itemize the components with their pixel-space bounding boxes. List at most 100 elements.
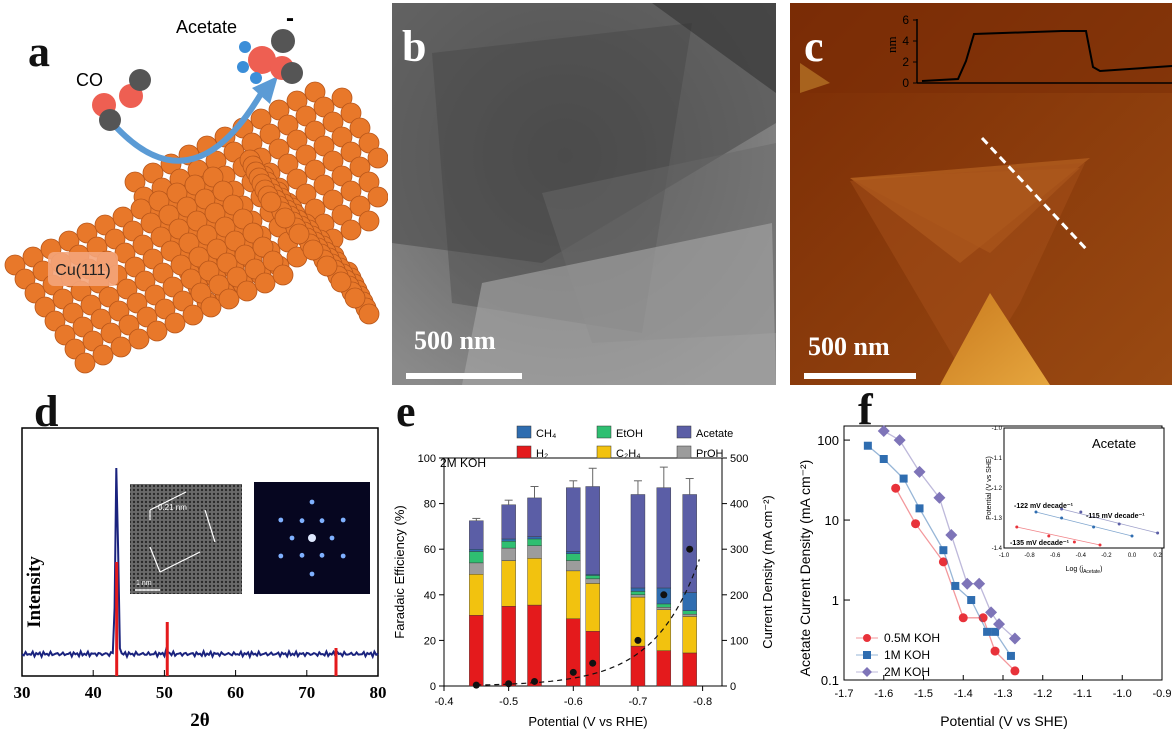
x-tick-label: -1.5 <box>914 688 933 700</box>
x-tick-label: -0.6 <box>564 696 583 708</box>
cu-atom <box>272 264 294 286</box>
x-tick-label: -0.8 <box>693 696 712 708</box>
inset-point <box>1117 522 1121 526</box>
point-1m-koh <box>915 504 924 513</box>
x-tick-label: 40 <box>85 683 102 702</box>
bar-etoh <box>566 553 581 561</box>
x-tick-label: 50 <box>156 683 173 702</box>
inset-point <box>1092 525 1096 529</box>
tafel-inset: Acetate -1.0 -0.8 -0.6 -0.4 -0.2 0.0 0.2-1.0-1… <box>986 426 1165 575</box>
f-ylabel: Acetate Current Density (mA cm⁻²) <box>797 460 813 677</box>
y2-tick-label: 300 <box>730 544 748 556</box>
cu-atom <box>340 219 362 241</box>
inset-tick-label: 6 <box>902 13 909 27</box>
bar-h2 <box>682 652 697 687</box>
point-1m-koh <box>991 627 1000 636</box>
legend-swatch <box>676 445 692 459</box>
bar-etoh <box>682 610 697 615</box>
legend-label: Acetate <box>696 428 733 440</box>
panel-e: e -0.4 -0.5 -0.6 -0.7 -0.8 0 20 40 60 80 100 0 100 20… <box>392 387 784 731</box>
point-2m-koh <box>945 529 958 542</box>
inset-fit <box>1035 511 1133 537</box>
y-tick-label: 80 <box>424 499 436 511</box>
carbon-atom <box>281 62 303 84</box>
cu-atom <box>164 312 186 334</box>
inset-point <box>1034 510 1038 514</box>
point-1m-koh <box>863 441 872 450</box>
inset-point <box>1047 534 1051 538</box>
legend-label: 2M KOH <box>884 665 930 679</box>
y2-tick-label: 0 <box>730 681 736 693</box>
bar-etoh <box>527 538 542 546</box>
height-profile-inset: 0 2 4 6 nm <box>884 13 1172 90</box>
cu-atom <box>110 336 132 358</box>
bar-acetate <box>501 504 516 540</box>
bar-proh <box>656 607 672 610</box>
bar-etoh <box>656 603 672 608</box>
diffraction-spot <box>278 517 284 523</box>
inset-y-tick: -1.4 <box>992 546 1003 552</box>
tem-image: 500 nm b <box>392 3 776 385</box>
y-tick-label: 10 <box>825 513 839 528</box>
current-density-point <box>569 668 577 676</box>
inset-point <box>1079 510 1083 514</box>
scale-bar <box>804 373 916 379</box>
legend-swatch <box>596 445 612 459</box>
y-tick-label: 1 <box>832 593 839 608</box>
bar-c2h4 <box>682 616 697 654</box>
panel-a: Cu(111) CO Acetate - a <box>0 0 389 390</box>
legend-label: EtOH <box>616 428 643 440</box>
current-density-point <box>589 659 597 667</box>
diffraction-spot <box>329 535 335 541</box>
inset-xlabel: Log (jAcetate) <box>1066 566 1103 575</box>
point-05m-koh <box>911 519 921 529</box>
bar-ch4 <box>527 536 542 540</box>
bar-proh <box>682 613 697 617</box>
y2-tick-label: 500 <box>730 453 748 465</box>
inset-point <box>1156 531 1160 535</box>
bar-ch4 <box>469 548 484 552</box>
lattice-spacing: 0.21 nm <box>158 503 187 512</box>
cu-atom <box>344 287 366 309</box>
legend-label: C₂H₄ <box>616 448 641 460</box>
bar-c2h4 <box>656 609 672 651</box>
inset-ylabel: nm <box>884 36 899 53</box>
surface-label-box <box>48 252 118 286</box>
bar-ch4 <box>630 587 646 592</box>
x-tick-label: 60 <box>227 683 244 702</box>
x-tick-label: 80 <box>370 683 387 702</box>
tafel-chart: -1.7 -1.6 -1.5 -1.4 -1.3 -1.2 -1.1 -1.0 -0.9 0.1 1… <box>797 424 1171 729</box>
x-tick-label: -1.6 <box>874 688 893 700</box>
inset-title: Acetate <box>1092 436 1136 451</box>
diffraction-spot <box>340 517 346 523</box>
inset-tick-label: 2 <box>902 55 909 69</box>
d-ylabel: Intensity <box>24 556 45 628</box>
point-05m-koh <box>938 557 948 567</box>
point-2m-koh <box>933 491 946 504</box>
point-2m-koh <box>913 465 926 478</box>
diffraction-spot <box>309 499 315 505</box>
cu-atom <box>330 271 352 293</box>
inset-y-tick: -1.0 <box>992 426 1003 432</box>
legend-label: 0.5M KOH <box>884 631 940 645</box>
f-xlabel: Potential (V vs SHE) <box>940 713 1068 729</box>
y-tick-label: 0.1 <box>821 673 839 688</box>
panel-label-d: d <box>34 387 59 436</box>
bar-ch4 <box>682 592 697 611</box>
y2-tick-label: 200 <box>730 590 748 602</box>
cu-atom <box>302 239 324 261</box>
cu-atom <box>367 147 389 169</box>
bar-c2h4 <box>527 558 542 606</box>
y-tick-label: 100 <box>418 453 436 465</box>
legend-label: CH₄ <box>536 428 557 440</box>
cu-atom <box>254 272 276 294</box>
charge-label: - <box>286 5 294 32</box>
hydrogen-atom <box>237 61 249 73</box>
inset-point <box>1130 534 1134 538</box>
panel-label-a: a <box>28 27 50 76</box>
bar-c2h4 <box>585 583 600 632</box>
legend-swatch <box>596 425 612 439</box>
point-2m-koh <box>985 606 998 619</box>
legend-label: PrOH <box>696 448 724 460</box>
afm-image: 0 2 4 6 nm 500 nm c <box>790 3 1172 385</box>
